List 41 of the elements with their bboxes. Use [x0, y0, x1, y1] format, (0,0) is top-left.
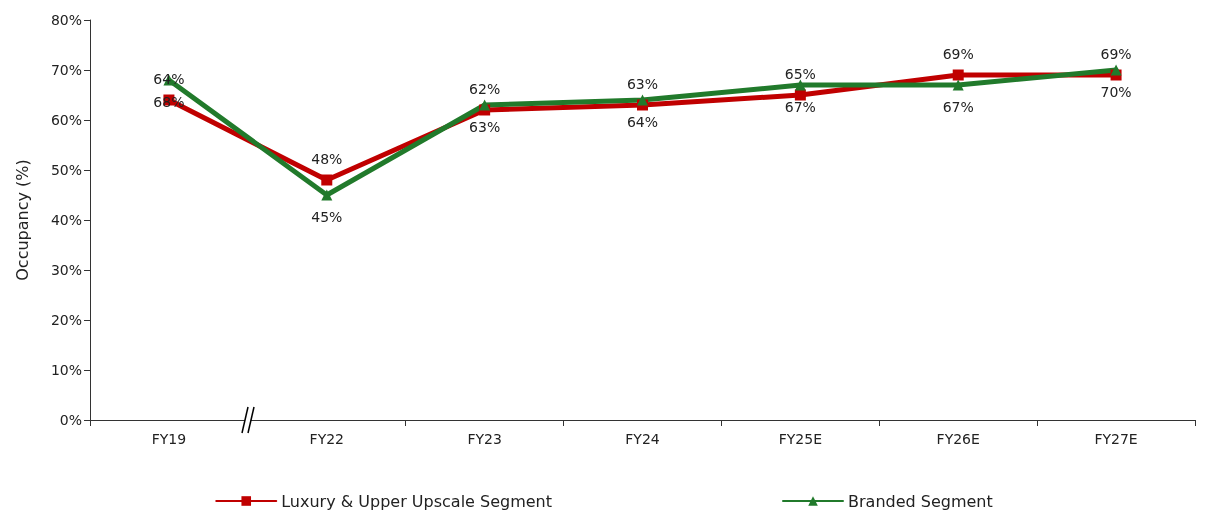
point: [952, 69, 964, 81]
y-tick-label: 60%: [50, 112, 82, 128]
point: [794, 79, 806, 91]
legend-label: Branded Segment: [848, 491, 993, 511]
point: [952, 79, 964, 91]
x-tick-label: FY27E: [1094, 431, 1138, 447]
point: [479, 99, 491, 111]
point: [794, 89, 806, 101]
data-label: 67%: [784, 98, 816, 115]
data-label: 64%: [626, 113, 659, 130]
data-label: 45%: [311, 208, 343, 225]
x-tick-label: FY23: [467, 431, 502, 447]
x-tick-label: FY24: [625, 431, 660, 447]
point: [321, 174, 333, 186]
y-tick-label: 0%: [59, 412, 82, 428]
y-tick-label: 50%: [50, 162, 82, 178]
data-label: 67%: [942, 98, 974, 115]
x-tick-label: FY25E: [778, 431, 822, 447]
y-tick-label: 70%: [50, 62, 82, 78]
y-tick-label: 40%: [50, 212, 82, 228]
y-axis-title: Occupancy (%): [12, 159, 32, 281]
point: [637, 94, 648, 106]
data-label: 69%: [942, 45, 974, 62]
data-label: 48%: [311, 150, 343, 167]
data-label: 65%: [784, 65, 816, 82]
legend-label: Luxury & Upper Upscale Segment: [281, 491, 553, 511]
x-tick-label: FY19: [151, 431, 187, 447]
point: [1110, 64, 1122, 76]
data-label: 68%: [153, 93, 185, 110]
data-label: 69%: [1100, 45, 1132, 62]
data-label: 63%: [469, 118, 501, 135]
data-label: 62%: [469, 80, 501, 97]
y-tick-label: 20%: [50, 312, 82, 328]
y-tick-label: 30%: [50, 262, 82, 278]
point: [321, 189, 333, 201]
y-tick-label: 80%: [50, 12, 82, 28]
y-tick-label: 10%: [50, 362, 82, 378]
data-label: 63%: [626, 75, 659, 92]
data-label: 70%: [1100, 83, 1132, 100]
x-tick-label: FY26E: [936, 431, 980, 447]
x-tick-label: FY22: [309, 431, 344, 447]
